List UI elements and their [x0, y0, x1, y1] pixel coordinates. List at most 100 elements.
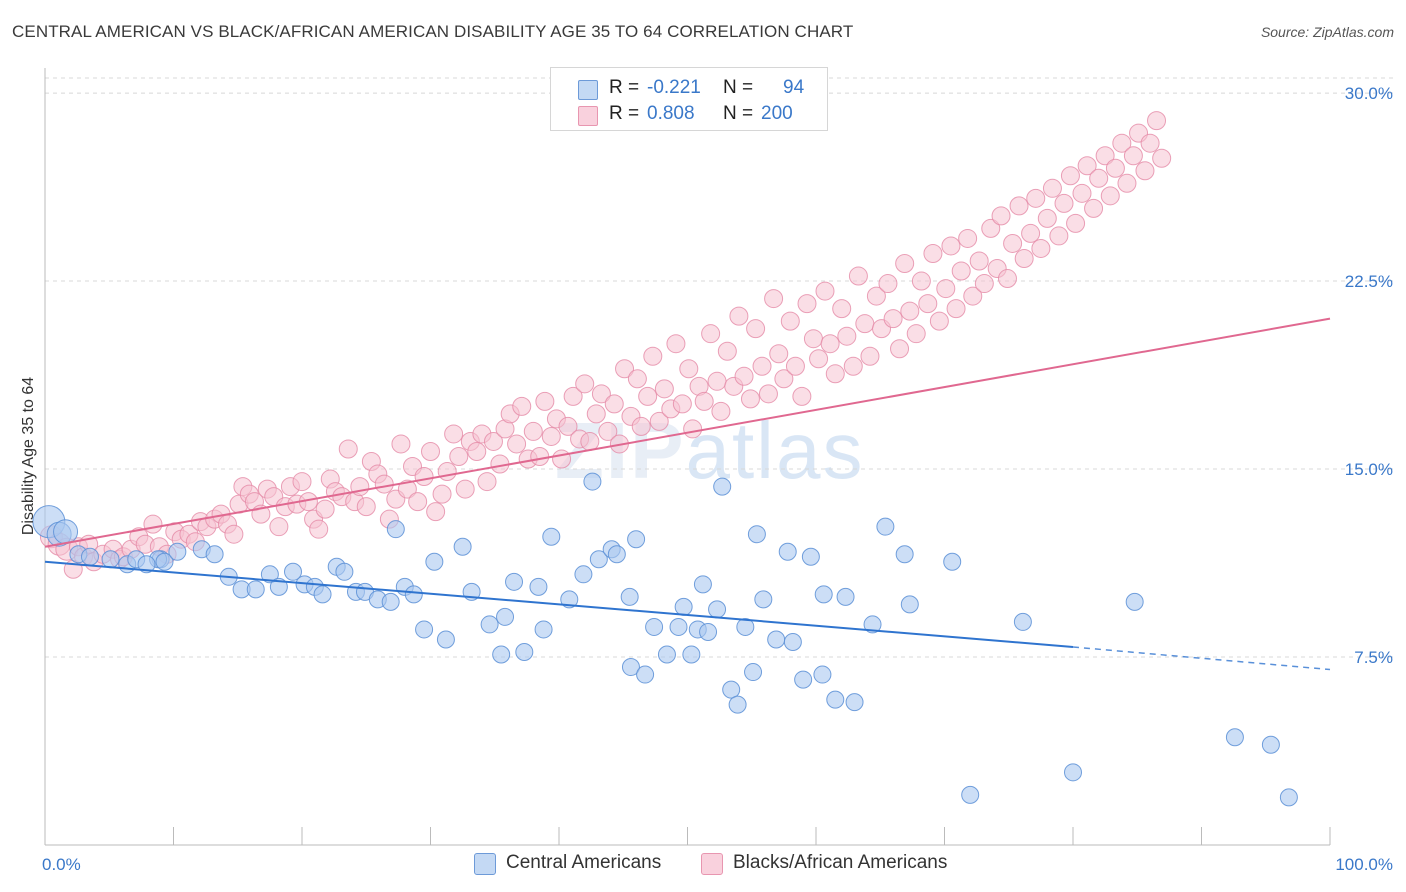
data-point-pink — [734, 366, 754, 386]
data-point-blue — [693, 575, 712, 594]
data-point-blue — [794, 670, 813, 689]
data-point-pink — [792, 386, 812, 406]
y-tick-label: 30.0% — [1345, 84, 1393, 103]
data-point-pink — [586, 404, 606, 424]
bottom-legend-label: Central Americans — [506, 852, 662, 873]
tick-labels: 7.5% 15.0% 22.5% 30.0% 0.0% 100.0% Disability … — [20, 84, 1393, 874]
data-point-blue — [826, 690, 845, 709]
data-point-blue — [425, 552, 444, 571]
data-point-pink — [963, 286, 983, 306]
data-point-blue — [492, 645, 511, 664]
data-point-blue — [627, 530, 646, 549]
data-point-blue — [836, 587, 855, 606]
data-point-blue — [269, 577, 288, 596]
data-point-blue — [505, 572, 524, 591]
data-point-blue — [682, 645, 701, 664]
legend-r-value: 0.808 — [647, 103, 695, 124]
data-point-blue — [674, 597, 693, 616]
data-point-blue — [574, 565, 593, 584]
data-point-pink — [1049, 226, 1069, 246]
data-point-blue — [722, 680, 741, 699]
data-point-pink — [444, 424, 464, 444]
data-point-pink — [895, 254, 915, 274]
data-point-pink — [1152, 148, 1172, 168]
trend-line-pink — [44, 317, 1331, 548]
data-point-blue — [607, 545, 626, 564]
data-point-blue — [101, 550, 120, 569]
data-point-pink — [143, 514, 163, 534]
data-point-pink — [374, 474, 394, 494]
data-point-blue — [453, 537, 472, 556]
data-point-pink — [1147, 111, 1167, 131]
data-point-blue — [943, 552, 962, 571]
legend-row-central-americans: R = -0.221 N = 94 — [551, 76, 827, 102]
data-point-blue — [845, 693, 864, 712]
data-point-pink — [666, 334, 686, 354]
data-point-pink — [649, 411, 669, 431]
data-point-pink — [746, 319, 766, 339]
data-point-pink — [1014, 248, 1034, 268]
data-point-pink — [785, 356, 805, 376]
data-point-pink — [552, 449, 572, 469]
data-point-blue — [313, 585, 332, 604]
data-point-blue — [783, 632, 802, 651]
data-point-pink — [883, 309, 903, 329]
data-point-pink — [958, 228, 978, 248]
bottom-legend-swatch-blue — [474, 853, 496, 875]
data-point-pink — [1026, 188, 1046, 208]
data-point-pink — [941, 236, 961, 256]
data-point-pink — [1140, 133, 1160, 153]
data-point-pink — [535, 391, 555, 411]
data-point-blue — [515, 643, 534, 662]
data-point-blue — [529, 577, 548, 596]
data-point-blue — [621, 658, 640, 677]
data-point-pink — [1009, 196, 1029, 216]
data-point-blue — [747, 525, 766, 544]
data-point-blue — [260, 565, 279, 584]
series-blacks-african-americans — [39, 111, 1172, 579]
data-point-pink — [580, 431, 600, 451]
data-point-pink — [523, 421, 543, 441]
data-point-pink — [860, 346, 880, 366]
data-point-pink — [408, 492, 428, 512]
data-point-pink — [1135, 161, 1155, 181]
data-point-pink — [269, 517, 289, 537]
gridlines — [45, 77, 1395, 658]
data-point-pink — [643, 346, 663, 366]
data-point-pink — [1037, 208, 1057, 228]
data-point-blue — [480, 615, 499, 634]
data-point-pink — [1042, 178, 1062, 198]
data-point-blue — [1125, 592, 1144, 611]
data-point-pink — [654, 379, 674, 399]
data-point-pink — [627, 369, 647, 389]
data-point-pink — [558, 416, 578, 436]
data-point-pink — [683, 419, 703, 439]
data-point-pink — [631, 416, 651, 436]
chart-title: CENTRAL AMERICAN VS BLACK/AFRICAN AMERIC… — [12, 22, 854, 41]
data-point-blue — [620, 587, 639, 606]
data-point-pink — [1123, 146, 1143, 166]
data-point-pink — [1084, 198, 1104, 218]
data-point-pink — [780, 311, 800, 331]
data-point-blue — [1225, 728, 1244, 747]
data-point-pink — [729, 306, 749, 326]
data-point-pink — [672, 394, 692, 414]
data-point-pink — [774, 369, 794, 389]
data-point-pink — [638, 386, 658, 406]
data-point-pink — [843, 356, 863, 376]
data-point-blue — [386, 520, 405, 539]
data-point-pink — [1021, 223, 1041, 243]
data-point-pink — [740, 389, 760, 409]
data-point-pink — [946, 299, 966, 319]
data-point-blue — [137, 555, 156, 574]
data-point-pink — [1060, 166, 1080, 186]
data-point-blue — [53, 519, 79, 545]
data-point-blue — [699, 622, 718, 641]
data-point-blue — [168, 542, 187, 561]
trend-line-blue-dashed — [1072, 646, 1331, 671]
data-point-blue — [645, 617, 664, 636]
data-point-pink — [467, 441, 487, 461]
data-point-blue — [496, 607, 515, 626]
data-point-pink — [224, 524, 244, 544]
data-point-pink — [397, 479, 417, 499]
